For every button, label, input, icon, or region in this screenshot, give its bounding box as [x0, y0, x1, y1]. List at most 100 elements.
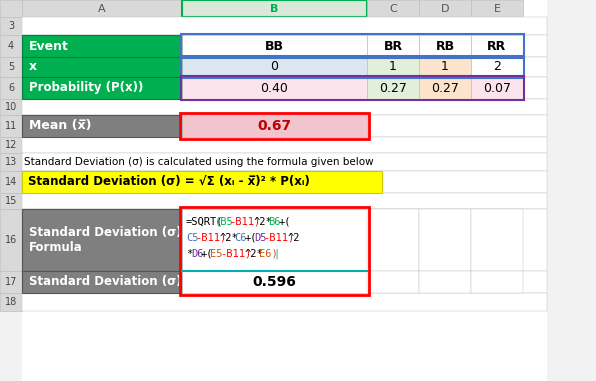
Bar: [0, 153, 22, 171]
Text: RR: RR: [488, 40, 507, 53]
Bar: [22, 171, 382, 193]
Text: Mean (x̅): Mean (x̅): [29, 120, 92, 133]
Text: -B11): -B11): [220, 249, 251, 259]
Bar: [22, 153, 547, 171]
Bar: [180, 207, 369, 295]
Bar: [182, 271, 367, 293]
Text: 1: 1: [441, 61, 449, 74]
Bar: [0, 0, 22, 17]
Text: D6: D6: [191, 249, 203, 259]
Text: 0.27: 0.27: [431, 82, 459, 94]
Bar: [182, 35, 367, 57]
Bar: [22, 293, 547, 311]
Text: 11: 11: [5, 121, 17, 131]
Bar: [22, 35, 547, 57]
Bar: [22, 57, 182, 77]
Bar: [0, 99, 22, 115]
Text: D: D: [441, 3, 449, 13]
Text: A: A: [98, 3, 106, 13]
Text: C5: C5: [186, 233, 198, 243]
Bar: [22, 35, 182, 57]
Bar: [419, 0, 471, 17]
Text: -B11): -B11): [229, 217, 261, 227]
Text: -B11): -B11): [263, 233, 295, 243]
Text: 15: 15: [5, 196, 17, 206]
Bar: [367, 271, 419, 293]
Bar: [471, 57, 523, 77]
Text: C6: C6: [234, 233, 247, 243]
Bar: [0, 271, 22, 293]
Bar: [471, 271, 523, 293]
Text: E: E: [493, 3, 501, 13]
Text: 17: 17: [5, 277, 17, 287]
Text: 0.596: 0.596: [253, 275, 296, 289]
Bar: [0, 193, 22, 209]
Bar: [22, 77, 182, 99]
Text: 0.27: 0.27: [379, 82, 407, 94]
Bar: [182, 57, 367, 77]
Bar: [182, 115, 367, 137]
Text: 10: 10: [5, 102, 17, 112]
Text: 0.40: 0.40: [260, 82, 288, 94]
Text: *: *: [186, 249, 193, 259]
Text: Event: Event: [29, 40, 69, 53]
Bar: [0, 137, 22, 153]
Bar: [367, 57, 419, 77]
Bar: [0, 17, 22, 35]
Bar: [22, 171, 547, 193]
Bar: [22, 193, 547, 209]
Bar: [181, 76, 524, 100]
Bar: [22, 209, 547, 271]
Text: E5: E5: [210, 249, 223, 259]
Text: 2: 2: [493, 61, 501, 74]
Bar: [22, 77, 547, 99]
Bar: [22, 0, 182, 17]
Bar: [471, 35, 523, 57]
Bar: [182, 209, 367, 271]
Text: Standard Deviation (σ): Standard Deviation (σ): [29, 226, 182, 240]
Text: 0.67: 0.67: [257, 119, 291, 133]
Text: E6): E6): [259, 249, 278, 259]
Bar: [22, 271, 547, 293]
Bar: [367, 35, 419, 57]
Text: 13: 13: [5, 157, 17, 167]
Bar: [419, 57, 471, 77]
Text: C: C: [389, 3, 397, 13]
Text: |: |: [274, 249, 280, 259]
Text: Probability (P(x)): Probability (P(x)): [29, 82, 144, 94]
Bar: [0, 209, 22, 271]
Text: RB: RB: [436, 40, 455, 53]
Text: 14: 14: [5, 177, 17, 187]
Text: +(: +(: [244, 233, 257, 243]
Bar: [22, 137, 547, 153]
Text: 6: 6: [8, 83, 14, 93]
Bar: [0, 171, 22, 193]
Bar: [419, 77, 471, 99]
Text: 0: 0: [271, 61, 278, 74]
Bar: [0, 77, 22, 99]
Text: ^2: ^2: [288, 233, 300, 243]
Text: 0.07: 0.07: [483, 82, 511, 94]
Text: BB: BB: [265, 40, 284, 53]
Bar: [22, 57, 547, 77]
Text: (B5: (B5: [215, 217, 234, 227]
Text: =SQRT(: =SQRT(: [186, 217, 224, 227]
Bar: [22, 99, 547, 115]
Text: Standard Deviation (σ) is calculated using the formula given below: Standard Deviation (σ) is calculated usi…: [24, 157, 374, 167]
Text: Standard Deviation (σ) = √Σ (xᵢ - x̅)² * P(xᵢ): Standard Deviation (σ) = √Σ (xᵢ - x̅)² *…: [28, 176, 310, 189]
Text: 1: 1: [389, 61, 397, 74]
Bar: [181, 56, 524, 78]
Bar: [180, 113, 369, 139]
Bar: [182, 77, 367, 99]
Bar: [181, 34, 524, 58]
Text: ^2*: ^2*: [244, 249, 263, 259]
Bar: [0, 35, 22, 57]
Bar: [0, 57, 22, 77]
Bar: [471, 0, 523, 17]
Text: 5: 5: [8, 62, 14, 72]
Text: D5: D5: [254, 233, 266, 243]
Text: 4: 4: [8, 41, 14, 51]
Bar: [471, 77, 523, 99]
Bar: [367, 0, 419, 17]
Bar: [419, 35, 471, 57]
